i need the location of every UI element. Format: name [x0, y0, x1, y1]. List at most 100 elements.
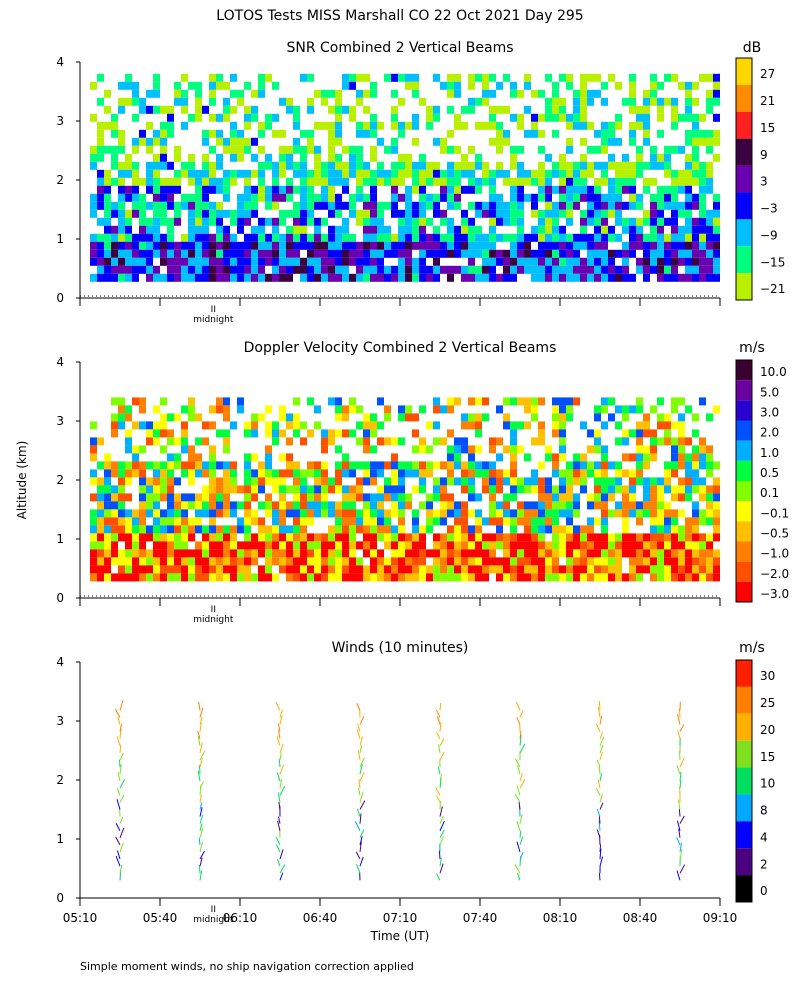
heatmap-cell — [370, 233, 377, 242]
heatmap-cell — [538, 265, 545, 274]
heatmap-cell — [650, 145, 657, 154]
heatmap-cell — [524, 129, 531, 138]
heatmap-cell — [608, 549, 615, 558]
heatmap-cell — [90, 549, 97, 558]
heatmap-cell — [181, 461, 188, 470]
heatmap-cell — [132, 453, 139, 462]
heatmap-cell — [650, 429, 657, 438]
heatmap-cell — [104, 477, 111, 486]
heatmap-cell — [370, 429, 377, 438]
heatmap-cell — [615, 437, 622, 446]
heatmap-cell — [685, 265, 692, 274]
heatmap-cell — [545, 477, 552, 486]
heatmap-cell — [314, 193, 321, 202]
heatmap-cell — [104, 241, 111, 250]
heatmap-cell — [566, 501, 573, 510]
heatmap-cell — [503, 541, 510, 550]
heatmap-cell — [258, 525, 265, 534]
heatmap-cell — [405, 469, 412, 478]
heatmap-cell — [251, 89, 258, 98]
heatmap-cell — [300, 177, 307, 186]
heatmap-cell — [713, 113, 720, 122]
heatmap-cell — [587, 249, 594, 258]
heatmap-cell — [293, 257, 300, 266]
heatmap-cell — [615, 273, 622, 282]
heatmap-cell — [139, 257, 146, 266]
heatmap-cell — [692, 429, 699, 438]
heatmap-cell — [629, 177, 636, 186]
heatmap-cell — [97, 573, 104, 582]
heatmap-cell — [174, 241, 181, 250]
heatmap-cell — [489, 461, 496, 470]
heatmap-cell — [321, 573, 328, 582]
heatmap-cell — [174, 493, 181, 502]
colorbar-segment — [736, 660, 752, 687]
heatmap-cell — [188, 517, 195, 526]
heatmap-cell — [370, 421, 377, 430]
heatmap-cell — [622, 517, 629, 526]
heatmap-cell — [412, 429, 419, 438]
heatmap-cell — [636, 445, 643, 454]
heatmap-cell — [125, 209, 132, 218]
wind-barb — [199, 842, 204, 853]
heatmap-cell — [426, 445, 433, 454]
heatmap-cell — [657, 549, 664, 558]
heatmap-cell — [552, 257, 559, 266]
heatmap-cell — [678, 169, 685, 178]
heatmap-cell — [97, 517, 104, 526]
heatmap-cell — [300, 549, 307, 558]
heatmap-cell — [405, 265, 412, 274]
heatmap-cell — [118, 233, 125, 242]
heatmap-cell — [671, 541, 678, 550]
heatmap-cell — [657, 193, 664, 202]
heatmap-cell — [629, 97, 636, 106]
heatmap-cell — [433, 421, 440, 430]
heatmap-cell — [433, 509, 440, 518]
heatmap-cell — [545, 153, 552, 162]
heatmap-cell — [160, 145, 167, 154]
heatmap-cell — [685, 225, 692, 234]
heatmap-cell — [713, 573, 720, 582]
heatmap-cell — [601, 573, 608, 582]
heatmap-cell — [685, 557, 692, 566]
heatmap-cell — [475, 161, 482, 170]
heatmap-cell — [398, 169, 405, 178]
heatmap-cell — [286, 193, 293, 202]
heatmap-cell — [356, 517, 363, 526]
heatmap-cell — [650, 265, 657, 274]
heatmap-cell — [335, 573, 342, 582]
heatmap-cell — [706, 445, 713, 454]
heatmap-cell — [454, 265, 461, 274]
heatmap-cell — [685, 517, 692, 526]
heatmap-cell — [461, 437, 468, 446]
heatmap-cell — [181, 573, 188, 582]
heatmap-cell — [573, 501, 580, 510]
heatmap-cell — [510, 565, 517, 574]
heatmap-cell — [517, 209, 524, 218]
heatmap-cell — [216, 257, 223, 266]
colorbar-label: 2 — [760, 857, 768, 871]
heatmap-cell — [566, 193, 573, 202]
heatmap-cell — [279, 493, 286, 502]
heatmap-cell — [209, 557, 216, 566]
heatmap-cell — [335, 193, 342, 202]
heatmap-cell — [118, 461, 125, 470]
heatmap-cell — [125, 493, 132, 502]
heatmap-cell — [650, 565, 657, 574]
heatmap-cell — [153, 429, 160, 438]
heatmap-cell — [181, 89, 188, 98]
heatmap-cell — [629, 469, 636, 478]
heatmap-cell — [692, 517, 699, 526]
heatmap-cell — [559, 405, 566, 414]
heatmap-cell — [272, 81, 279, 90]
heatmap-cell — [657, 565, 664, 574]
colorbar-segment — [736, 111, 752, 139]
heatmap-cell — [503, 105, 510, 114]
heatmap-cell — [594, 549, 601, 558]
heatmap-cell — [293, 113, 300, 122]
heatmap-cell — [307, 509, 314, 518]
heatmap-cell — [552, 549, 559, 558]
heatmap-cell — [132, 145, 139, 154]
heatmap-cell — [146, 501, 153, 510]
heatmap-cell — [706, 177, 713, 186]
